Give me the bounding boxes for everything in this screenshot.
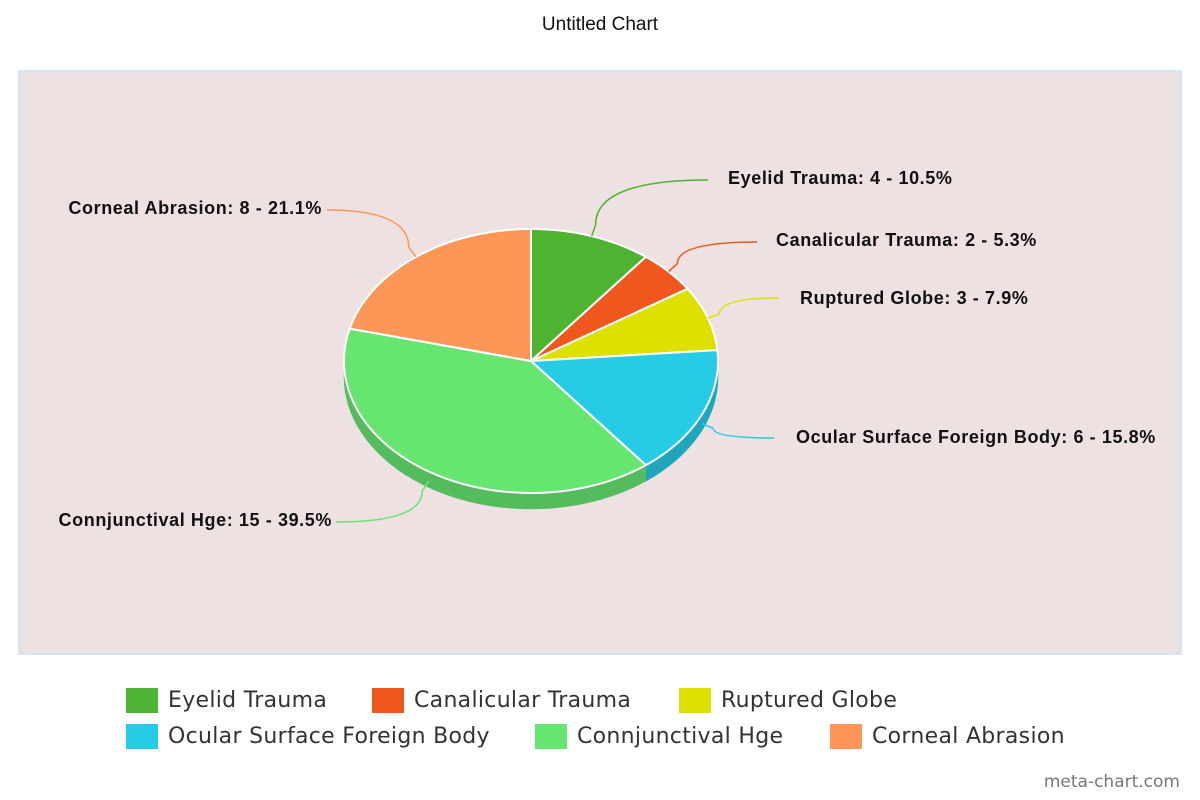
data-label-1: Canalicular Trauma: 2 - 5.3% <box>776 230 1037 250</box>
chart-title: Untitled Chart <box>541 14 659 35</box>
pie-slice-canalicular-trauma[interactable] <box>530 255 689 362</box>
legend-swatch <box>830 724 862 749</box>
leader-line-3 <box>701 422 775 439</box>
data-labels: Eyelid Trauma: 4 - 10.5% Canalicular Trau… <box>59 168 1156 530</box>
legend-label: Connjunctival Hge <box>577 724 784 749</box>
legend-swatch <box>126 688 158 713</box>
data-label-0: Eyelid Trauma: 4 - 10.5% <box>728 168 953 188</box>
pie-slice-corneal-abrasion[interactable] <box>348 228 532 362</box>
legend-swatch <box>126 724 158 749</box>
pie-slice-ruptured-globe[interactable] <box>530 287 719 362</box>
leader-line-0 <box>590 179 709 237</box>
legend-label: Canalicular Trauma <box>414 688 632 713</box>
legend-item-corneal-abrasion[interactable]: Corneal Abrasion <box>830 724 1065 749</box>
legend-label: Ruptured Globe <box>721 688 898 713</box>
legend-label: Corneal Abrasion <box>872 724 1065 749</box>
legend-item-eyelid-trauma[interactable]: Eyelid Trauma <box>126 688 327 713</box>
legend-item-ruptured-globe[interactable]: Ruptured Globe <box>679 688 897 713</box>
credit-text: meta-chart.com <box>1043 772 1180 792</box>
leader-line-2 <box>707 297 780 319</box>
legend-swatch <box>372 688 404 713</box>
leader-line-1 <box>668 241 758 273</box>
legend-item-connjunctival-hge[interactable]: Connjunctival Hge <box>535 724 783 749</box>
pie-slice-connjunctival-hge[interactable] <box>343 327 647 494</box>
leader-line-5 <box>326 209 417 258</box>
legend-swatch <box>535 724 567 749</box>
data-label-4: Connjunctival Hge: 15 - 39.5% <box>59 510 332 530</box>
leader-line-4 <box>335 480 430 523</box>
data-label-2: Ruptured Globe: 3 - 7.9% <box>800 288 1028 308</box>
legend-swatch <box>679 688 711 713</box>
legend-label: Eyelid Trauma <box>168 688 328 713</box>
pie-slices <box>343 228 719 494</box>
data-label-5: Corneal Abrasion: 8 - 21.1% <box>68 198 322 218</box>
pie-slice-ocular-surface-foreign-body[interactable] <box>530 349 719 467</box>
legend-item-ocular-surface-foreign-body[interactable]: Ocular Surface Foreign Body <box>126 724 490 749</box>
data-label-3: Ocular Surface Foreign Body: 6 - 15.8% <box>796 427 1156 447</box>
legend-item-canalicular-trauma[interactable]: Canalicular Trauma <box>372 688 631 713</box>
legend-label: Ocular Surface Foreign Body <box>168 724 490 749</box>
